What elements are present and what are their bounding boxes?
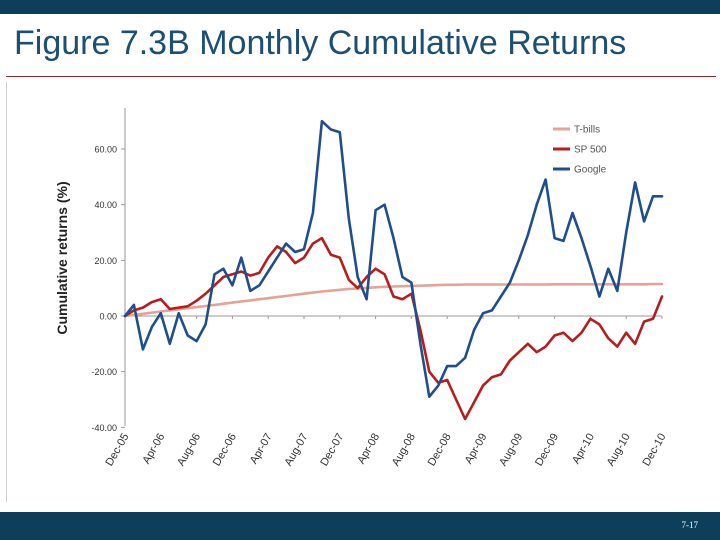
- series-line-google: [123, 119, 664, 399]
- legend: T-bills SP 500 Google: [553, 125, 607, 176]
- legend-label: SP 500: [574, 145, 607, 156]
- title-divider: [6, 76, 716, 77]
- legend-label: Google: [574, 165, 607, 176]
- y-tick-label: -20.00: [91, 367, 117, 377]
- header-bar: [0, 0, 720, 14]
- series-line-sp-500: [123, 236, 664, 421]
- cumulative-returns-chart: Cumulative returns (%) -40.00 -20.00 0.00 2…: [54, 108, 669, 469]
- page-number: 7-17: [681, 520, 699, 530]
- x-tick-label: Dec-08: [426, 432, 454, 469]
- y-axis-title-group: Cumulative returns (%): [54, 181, 70, 334]
- x-tick-label: Aug-06: [175, 432, 203, 469]
- series-line-t-bills: [123, 282, 664, 318]
- x-tick-label: Dec-05: [103, 432, 131, 469]
- y-axis-label: Cumulative returns (%): [54, 181, 70, 334]
- legend-label: T-bills: [574, 125, 600, 136]
- x-tick-label: Apr-07: [248, 432, 275, 467]
- x-tick-label: Aug-08: [390, 432, 418, 469]
- x-tick-label: Dec-07: [318, 432, 346, 469]
- slide-title: Figure 7.3B Monthly Cumulative Returns: [14, 24, 627, 62]
- series-group: [123, 119, 664, 421]
- x-tick-label: Aug-09: [497, 432, 525, 469]
- x-tick-label: Apr-06: [140, 432, 167, 467]
- x-tick-label: Apr-09: [463, 432, 490, 467]
- footer-bar: 7-17: [0, 512, 720, 540]
- x-tick-label: Dec-06: [211, 432, 239, 469]
- y-tick-label: 40.00: [94, 200, 117, 210]
- y-tick-label: 60.00: [94, 145, 117, 155]
- y-tick-label: -40.00: [91, 423, 117, 433]
- x-tick-label: Dec-10: [640, 432, 668, 469]
- y-tick-label: 20.00: [94, 256, 117, 266]
- x-tick-label: Aug-10: [605, 432, 633, 469]
- x-tick-label: Apr-08: [355, 432, 382, 467]
- x-tick-label: Aug-07: [282, 432, 310, 469]
- x-tick-label: Dec-09: [533, 432, 561, 469]
- left-divider: [6, 82, 7, 502]
- x-tick-label: Apr-10: [570, 432, 597, 467]
- y-tick-label: 0.00: [99, 312, 117, 322]
